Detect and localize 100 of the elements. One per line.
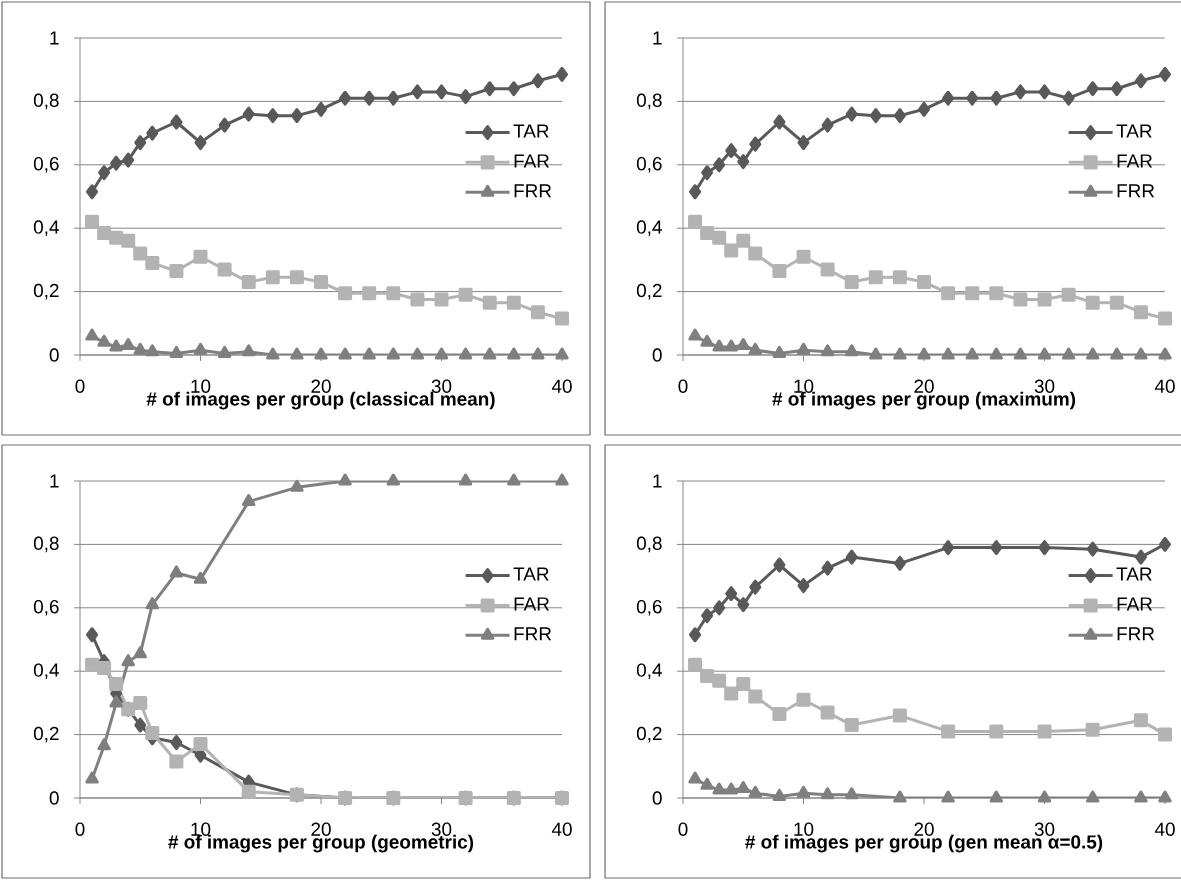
- y-tick-label: 0,8: [636, 536, 662, 553]
- point: [724, 243, 739, 258]
- y-tick-label: 0,8: [636, 93, 662, 110]
- y-tick-label: 1: [653, 31, 662, 45]
- point: [411, 84, 424, 100]
- legend-label: TAR: [513, 567, 549, 581]
- point: [820, 705, 835, 720]
- point: [1086, 347, 1100, 360]
- point: [290, 347, 304, 360]
- point: [1061, 287, 1076, 302]
- point: [796, 249, 811, 264]
- y-tick-label: 0,4: [636, 663, 662, 680]
- point: [109, 695, 123, 708]
- point: [989, 790, 1004, 803]
- point: [1086, 541, 1099, 557]
- point: [737, 597, 750, 613]
- legend-label: FRR: [1117, 627, 1155, 641]
- x-tick-label: 10: [794, 379, 814, 393]
- point: [844, 275, 859, 290]
- point: [133, 342, 147, 355]
- point: [1037, 292, 1052, 307]
- point: [965, 347, 979, 360]
- point: [134, 135, 147, 151]
- x-tick-label: 30: [431, 822, 452, 836]
- point: [724, 339, 738, 352]
- point: [85, 214, 100, 229]
- point: [725, 586, 738, 602]
- point: [1085, 722, 1100, 737]
- x-tick-label: 20: [914, 379, 934, 393]
- point: [844, 718, 859, 733]
- point: [1134, 347, 1148, 360]
- point: [737, 154, 750, 170]
- point: [434, 347, 449, 360]
- point: [893, 790, 907, 803]
- x-tick-label: 0: [75, 822, 85, 836]
- point: [700, 777, 714, 790]
- y-tick-label: 0,2: [33, 726, 59, 743]
- y-tick-label: 0,6: [33, 156, 59, 173]
- point: [386, 473, 400, 486]
- point: [97, 661, 112, 676]
- x-tick-label: 0: [75, 379, 85, 393]
- point: [845, 787, 859, 800]
- point: [712, 230, 727, 245]
- point: [482, 295, 497, 310]
- y-tick-label: 1: [653, 474, 662, 488]
- point: [820, 787, 835, 800]
- point: [170, 735, 183, 751]
- point: [797, 578, 810, 594]
- point: [555, 311, 570, 326]
- y-tick-label: 0,6: [636, 156, 662, 173]
- point: [531, 73, 544, 89]
- point: [339, 90, 352, 106]
- x-tick-label: 10: [794, 822, 814, 836]
- point: [133, 695, 148, 710]
- point: [109, 230, 124, 245]
- x-tick-label: 40: [551, 822, 572, 836]
- point: [169, 565, 184, 578]
- x-tick-label: 0: [678, 379, 688, 393]
- point: [869, 347, 883, 360]
- y-tick-label: 0,4: [33, 663, 59, 680]
- point: [193, 249, 208, 264]
- y-tick-label: 0,8: [33, 536, 59, 553]
- point: [772, 788, 787, 801]
- point: [1158, 311, 1173, 326]
- point: [109, 676, 124, 691]
- point: [218, 117, 231, 133]
- point: [169, 263, 184, 278]
- point: [145, 256, 160, 271]
- point: [712, 673, 727, 688]
- point: [773, 557, 786, 573]
- point: [736, 337, 750, 350]
- point: [689, 627, 702, 643]
- point: [700, 668, 715, 683]
- point: [749, 579, 762, 595]
- point: [845, 106, 858, 122]
- point: [942, 90, 955, 106]
- x-tick-label: 30: [1034, 379, 1055, 393]
- point: [290, 108, 303, 124]
- point: [85, 328, 99, 341]
- point: [338, 286, 353, 301]
- point: [1110, 81, 1123, 97]
- y-tick-label: 0,6: [636, 599, 662, 616]
- point: [555, 347, 569, 360]
- point: [145, 726, 160, 741]
- point: [85, 771, 99, 784]
- legend-label: TAR: [513, 124, 549, 138]
- point: [941, 790, 955, 803]
- point: [689, 184, 702, 200]
- legend-label: FRR: [1117, 184, 1155, 198]
- point: [773, 114, 786, 130]
- point: [892, 270, 907, 285]
- point: [193, 737, 208, 752]
- point: [121, 233, 136, 248]
- point: [989, 286, 1004, 301]
- point: [989, 347, 1004, 360]
- y-tick-label: 0,2: [636, 283, 662, 300]
- point: [506, 295, 521, 310]
- point: [122, 152, 135, 168]
- point: [338, 473, 352, 486]
- point: [314, 347, 328, 360]
